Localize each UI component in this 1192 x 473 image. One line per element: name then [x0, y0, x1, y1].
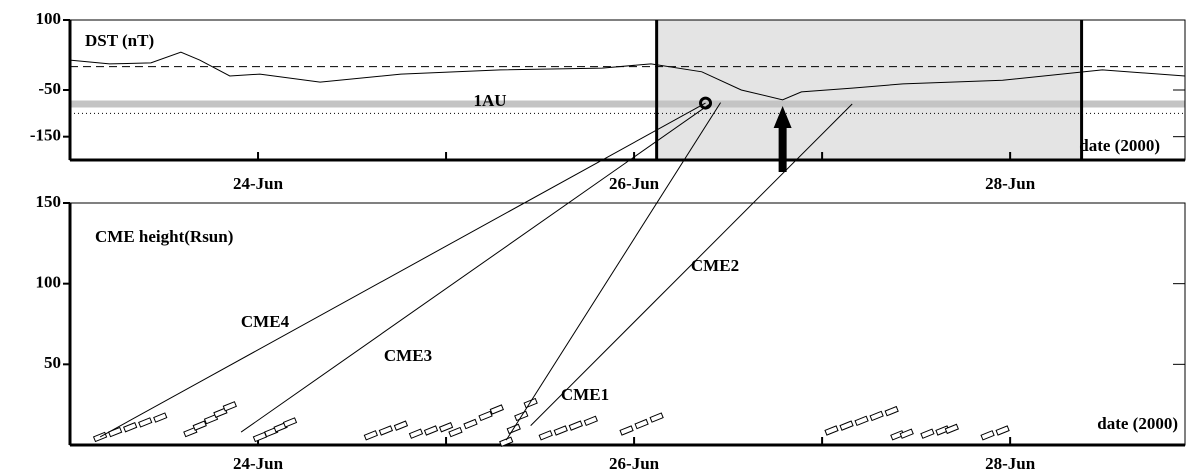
- cme-track: [505, 102, 721, 441]
- arrow: [773, 106, 792, 172]
- shaded-region: [656, 20, 1082, 160]
- height-point: [899, 428, 914, 439]
- height-point: [393, 420, 409, 431]
- y-tick-label: 100: [36, 9, 62, 28]
- height-point: [980, 430, 995, 441]
- y-tick-label: 150: [36, 192, 62, 211]
- plot-frame: [69, 202, 1186, 446]
- x-axis-label: date (2000): [1097, 414, 1178, 433]
- height-point: [363, 430, 378, 441]
- height-point: [153, 412, 168, 423]
- height-point: [995, 425, 1010, 436]
- reference-label: 1AU: [473, 91, 506, 110]
- height-point: [553, 425, 568, 436]
- cme-track: [240, 102, 712, 433]
- height-point: [489, 404, 504, 415]
- height-point: [423, 425, 439, 436]
- height-point: [523, 397, 538, 409]
- height-point: [619, 425, 634, 436]
- x-tick-label: 24-Jun: [233, 454, 284, 473]
- height-point: [824, 425, 839, 436]
- height-point: [408, 428, 424, 439]
- height-point: [378, 425, 394, 436]
- height-point: [583, 415, 598, 427]
- height-point: [448, 426, 463, 438]
- height-point: [252, 431, 268, 443]
- cme-label: CME1: [561, 385, 609, 404]
- y-tick-label: 50: [44, 353, 61, 372]
- panel-title: DST (nT): [85, 31, 154, 50]
- y-tick-label: -50: [38, 79, 61, 98]
- height-point: [568, 420, 583, 431]
- height-point: [854, 415, 869, 427]
- height-point: [944, 423, 959, 435]
- height-point: [192, 420, 207, 431]
- cme-label: CME3: [384, 346, 432, 365]
- x-tick-label: 24-Jun: [233, 174, 284, 193]
- y-tick-label: 100: [36, 273, 62, 292]
- height-point: [839, 420, 854, 431]
- height-point: [869, 410, 884, 422]
- height-point: [222, 401, 237, 412]
- cme-track: [99, 102, 706, 438]
- cme-label: CME4: [241, 312, 290, 331]
- height-point: [920, 428, 935, 439]
- height-point: [649, 412, 664, 423]
- height-point: [634, 418, 649, 430]
- dst-line: [69, 51, 1186, 101]
- height-point: [884, 405, 899, 417]
- x-tick-label: 26-Jun: [609, 454, 660, 473]
- height-point: [538, 430, 553, 441]
- x-tick-label: 28-Jun: [985, 454, 1036, 473]
- height-point: [499, 436, 514, 447]
- height-point: [463, 418, 478, 430]
- cme-track: [530, 103, 853, 426]
- height-point: [438, 422, 454, 433]
- x-tick-label: 28-Jun: [985, 174, 1036, 193]
- height-point: [107, 426, 123, 438]
- y-tick-label: -150: [30, 126, 61, 145]
- height-point: [478, 410, 493, 422]
- x-tick-label: 26-Jun: [609, 174, 660, 193]
- height-point: [138, 417, 153, 428]
- height-point: [123, 422, 138, 433]
- x-axis-label: date (2000): [1079, 136, 1160, 155]
- cme-label: CME2: [691, 256, 739, 275]
- height-point: [282, 417, 298, 428]
- panel-title: CME height(Rsun): [95, 227, 233, 246]
